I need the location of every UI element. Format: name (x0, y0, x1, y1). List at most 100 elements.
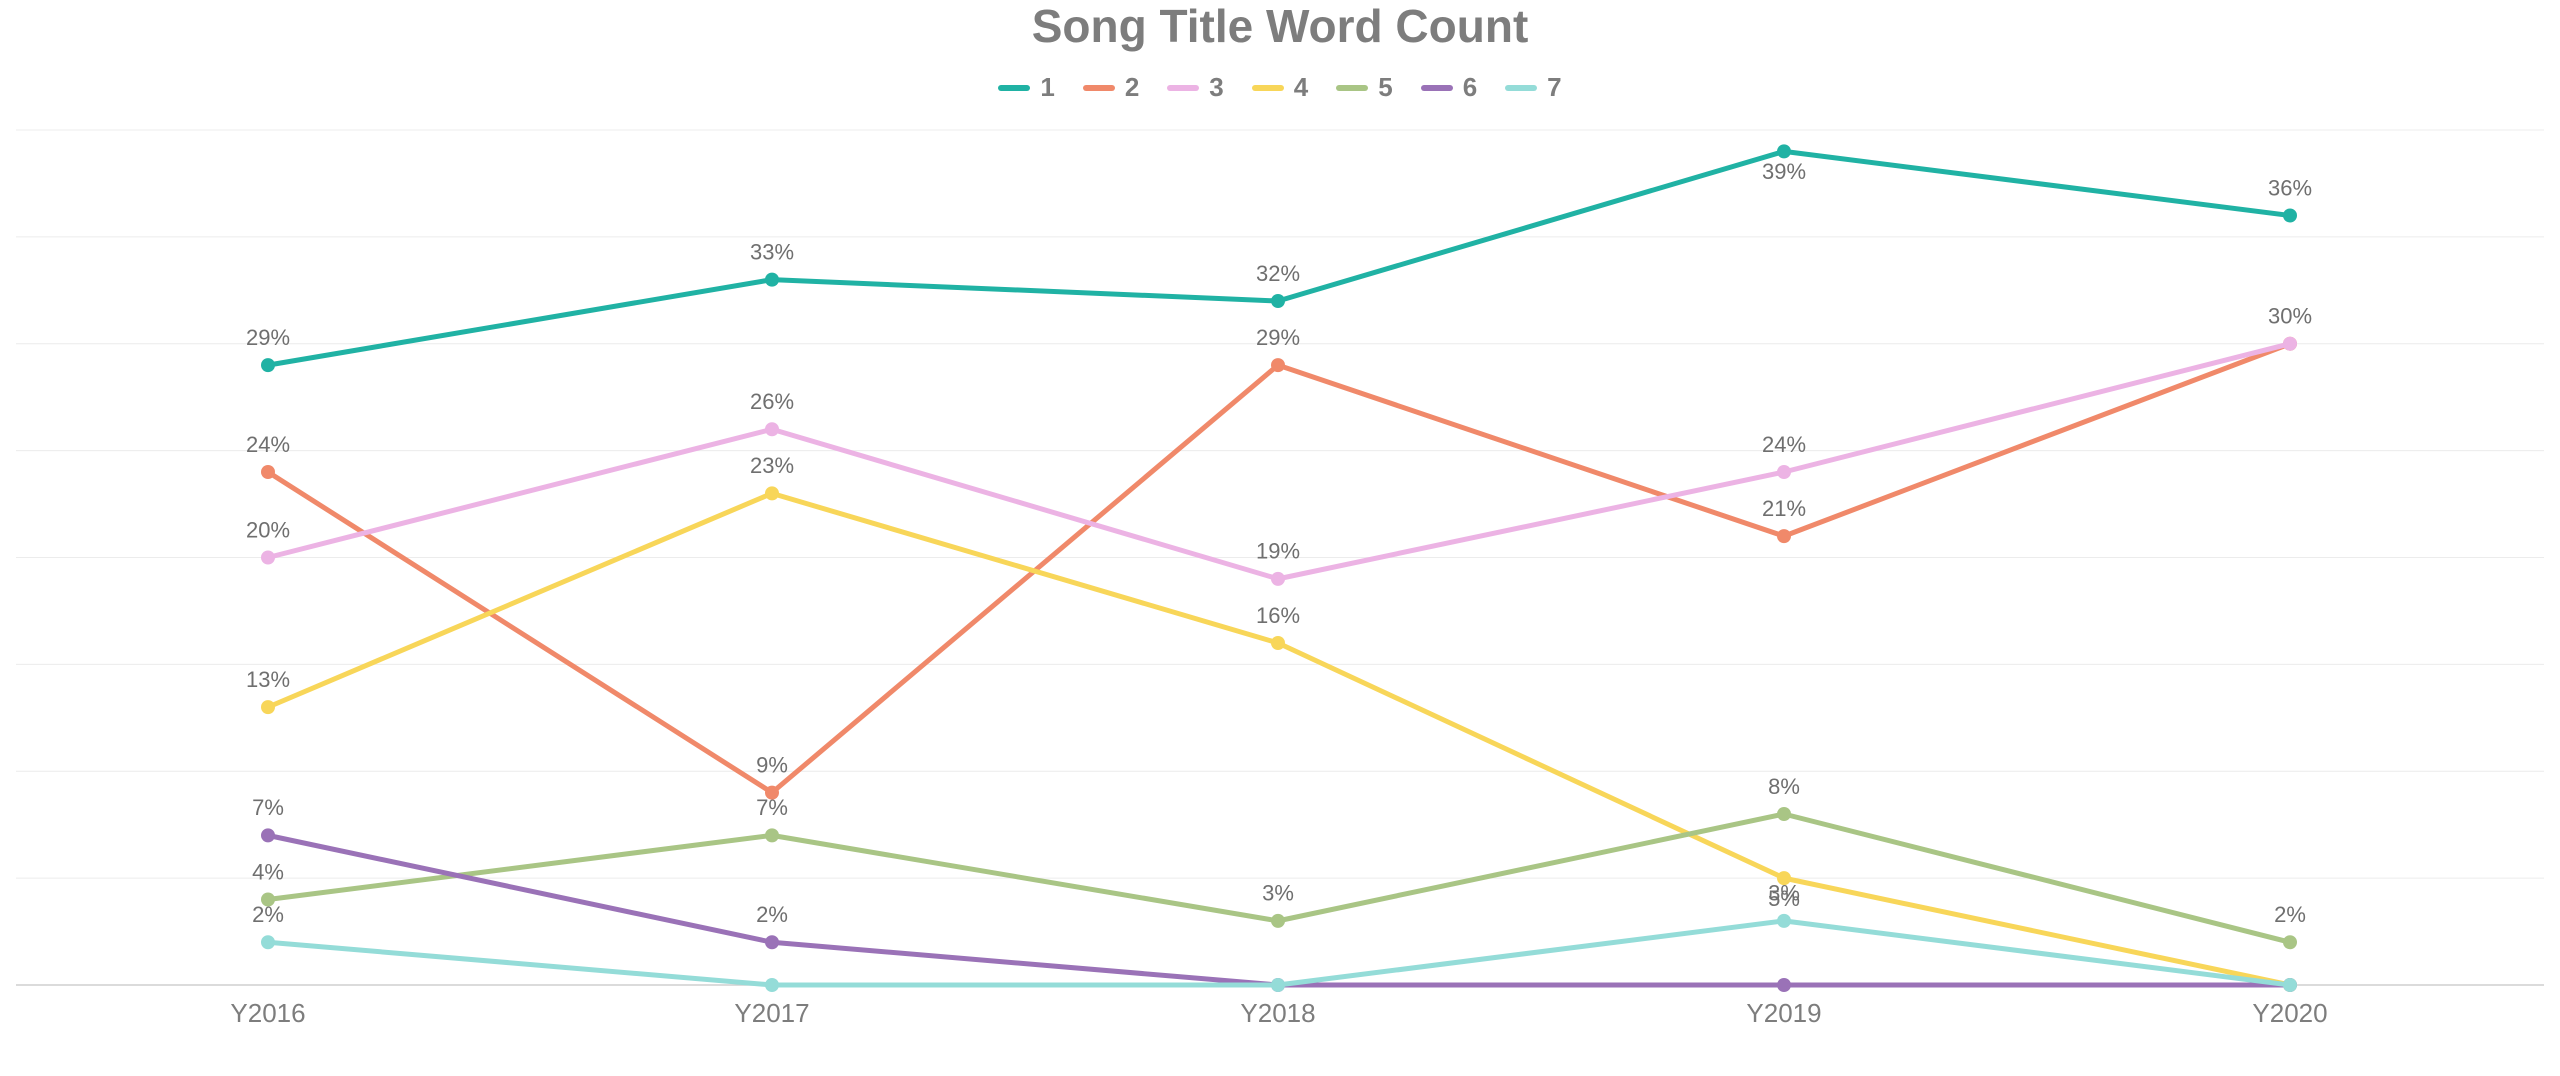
series-7 (261, 913, 2297, 992)
data-point-3-Y2017[interactable] (765, 422, 779, 437)
data-label-1-Y2020: 36% (2268, 175, 2312, 200)
legend-item-4[interactable]: 4 (1251, 72, 1309, 103)
data-point-1-Y2019[interactable] (1777, 144, 1791, 159)
series-1 (261, 144, 2297, 373)
data-label-3-Y2019: 24% (1762, 432, 1806, 457)
legend-label-7: 7 (1547, 72, 1562, 102)
data-label-2-Y2016: 24% (246, 432, 290, 457)
legend-label-2: 2 (1124, 72, 1140, 102)
data-label-3-Y2018: 19% (1256, 539, 1300, 564)
data-point-5-Y2016[interactable] (261, 892, 275, 907)
data-label-2-Y2017: 9% (756, 752, 788, 777)
legend-item-2[interactable]: 2 (1082, 72, 1140, 103)
legend-label-3: 3 (1209, 72, 1224, 102)
data-label-5-Y2019: 8% (1768, 774, 1800, 799)
data-labels: 29% 33% 32% 39% 36% 24% 9% 29% 21% 20% 26% 19% 24% 30… (246, 159, 2312, 927)
data-label-3-Y2020: 30% (2268, 304, 2312, 329)
data-label-1-Y2016: 29% (246, 325, 290, 350)
data-point-7-Y2017[interactable] (765, 978, 779, 992)
data-point-1-Y2016[interactable] (261, 358, 275, 373)
legend-label-6: 6 (1462, 72, 1478, 102)
data-point-1-Y2017[interactable] (765, 272, 779, 287)
data-label-5-Y2018: 3% (1262, 881, 1294, 906)
legend: 1 2 3 4 5 6 7 (0, 72, 2560, 103)
data-point-3-Y2016[interactable] (261, 550, 275, 565)
data-point-4-Y2016[interactable] (261, 700, 275, 715)
legend-swatch-4 (1251, 84, 1284, 91)
data-point-7-Y2019[interactable] (1777, 913, 1791, 928)
x-tick-label-Y2017: Y2017 (734, 998, 809, 1028)
data-label-2-Y2019: 21% (1762, 496, 1806, 521)
data-label-7-Y2016: 2% (252, 902, 284, 927)
data-point-5-Y2020[interactable] (2283, 935, 2297, 950)
legend-swatch-6 (1420, 84, 1453, 91)
data-point-3-Y2020[interactable] (2283, 336, 2297, 351)
data-label-2-Y2018: 29% (1256, 325, 1300, 350)
series-line-7 (265, 918, 2293, 988)
series-lines (261, 144, 2297, 992)
legend-swatch-2 (1082, 84, 1115, 91)
data-label-5-Y2017: 7% (756, 795, 788, 820)
data-point-5-Y2018[interactable] (1271, 913, 1285, 928)
legend-swatch-3 (1167, 84, 1200, 91)
legend-item-7[interactable]: 7 (1505, 72, 1562, 103)
data-point-2-Y2017[interactable] (765, 785, 779, 800)
data-point-5-Y2017[interactable] (765, 828, 779, 843)
series-line-4 (265, 490, 2293, 988)
data-label-5-Y2016: 4% (252, 859, 284, 884)
legend-item-6[interactable]: 6 (1420, 72, 1478, 103)
series-line-6 (265, 832, 2293, 988)
series-3 (261, 336, 2297, 586)
data-point-2-Y2016[interactable] (261, 465, 275, 479)
data-point-3-Y2019[interactable] (1777, 465, 1791, 479)
data-point-2-Y2019[interactable] (1777, 529, 1791, 544)
data-point-7-Y2016[interactable] (261, 935, 275, 950)
data-label-4-Y2017: 23% (750, 453, 794, 478)
x-tick-label-Y2016: Y2016 (230, 998, 305, 1028)
data-point-7-Y2020[interactable] (2283, 978, 2297, 992)
x-tick-label-Y2019: Y2019 (1746, 998, 1821, 1028)
x-tick-label-Y2018: Y2018 (1240, 998, 1315, 1028)
legend-swatch-5 (1336, 84, 1369, 91)
legend-swatch-1 (998, 84, 1031, 91)
data-point-6-Y2016[interactable] (261, 828, 275, 843)
data-label-4-Y2016: 13% (246, 667, 290, 692)
data-label-7-Y2019: 3% (1768, 881, 1800, 906)
data-point-3-Y2018[interactable] (1271, 571, 1285, 586)
chart-title: Song Title Word Count (1031, 0, 1529, 52)
data-point-6-Y2017[interactable] (765, 935, 779, 950)
data-label-1-Y2019: 39% (1762, 159, 1806, 184)
x-axis: Y2016 Y2017 Y2018 Y2019 Y2020 (16, 984, 2544, 1028)
data-point-5-Y2019[interactable] (1777, 807, 1791, 821)
legend-label-1: 1 (1040, 72, 1055, 102)
data-label-3-Y2017: 26% (750, 389, 794, 414)
data-label-6-Y2017: 2% (756, 902, 788, 927)
data-label-4-Y2018: 16% (1256, 603, 1300, 628)
legend-label-4: 4 (1293, 72, 1309, 102)
data-label-3-Y2016: 20% (246, 517, 290, 542)
x-tick-label-Y2020: Y2020 (2252, 998, 2327, 1028)
legend-item-1[interactable]: 1 (998, 72, 1055, 103)
data-label-1-Y2018: 32% (1256, 261, 1300, 286)
data-point-4-Y2018[interactable] (1271, 636, 1285, 650)
data-point-4-Y2019[interactable] (1777, 871, 1791, 886)
data-label-6-Y2016: 7% (252, 795, 284, 820)
grid-lines (16, 129, 2544, 879)
data-point-1-Y2020[interactable] (2283, 208, 2297, 223)
series-5 (261, 807, 2297, 950)
legend-item-3[interactable]: 3 (1167, 72, 1224, 103)
data-point-6-Y2019[interactable] (1777, 978, 1791, 992)
legend-label-5: 5 (1378, 72, 1393, 102)
legend-item-5[interactable]: 5 (1336, 72, 1393, 103)
legend-swatch-7 (1505, 84, 1538, 91)
series-2 (261, 336, 2297, 800)
data-point-4-Y2017[interactable] (765, 486, 779, 501)
data-point-2-Y2018[interactable] (1271, 358, 1285, 373)
data-point-1-Y2018[interactable] (1271, 294, 1285, 308)
data-label-4-Y2019: 5% (1768, 886, 1800, 911)
series-line-2 (265, 341, 2293, 796)
data-label-5-Y2020: 2% (2274, 902, 2306, 927)
data-label-1-Y2017: 33% (750, 239, 794, 264)
data-point-7-Y2018[interactable] (1271, 978, 1285, 992)
